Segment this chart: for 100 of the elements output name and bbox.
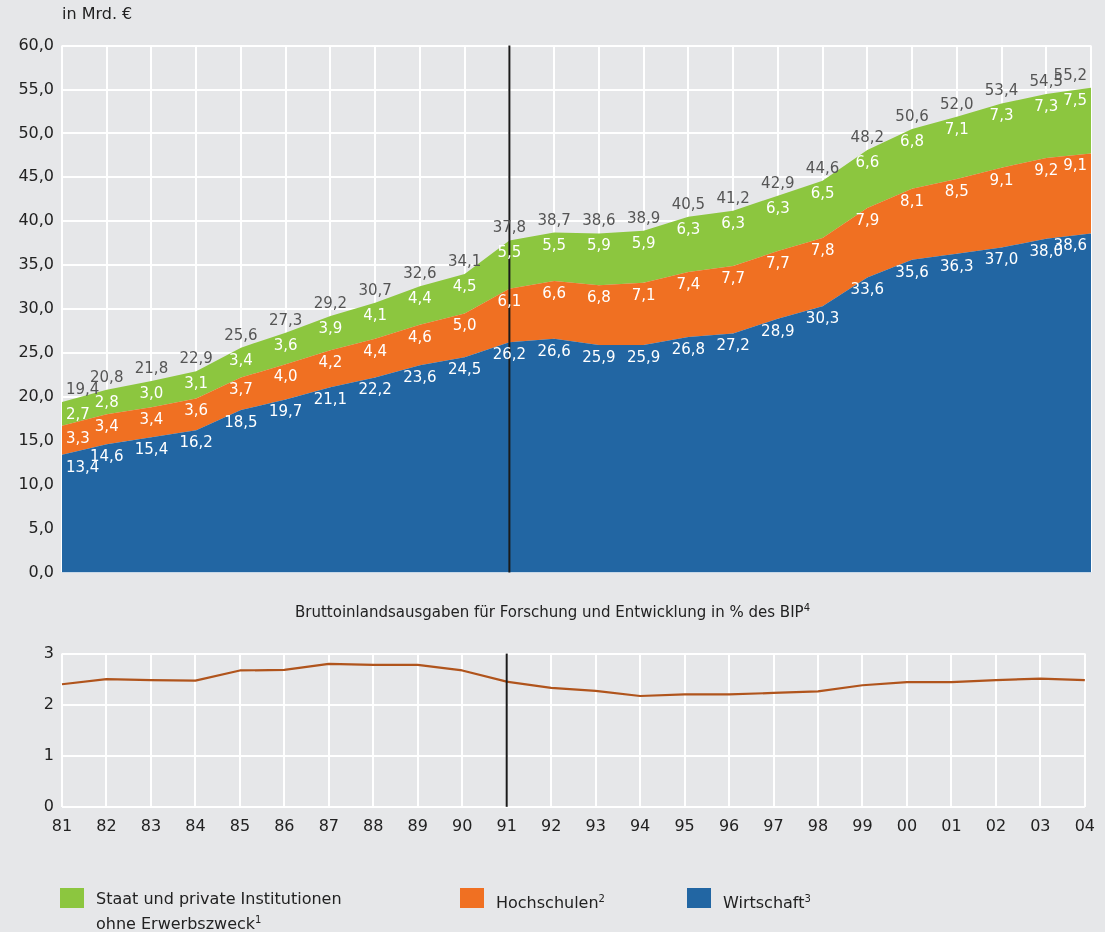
data-label: 22,2 [358, 380, 392, 399]
x-tick-label: 81 [51, 815, 73, 835]
data-label: 6,8 [900, 131, 924, 150]
data-label: 3,6 [184, 401, 209, 420]
total-label: 27,3 [268, 310, 303, 329]
data-label: 33,6 [850, 280, 885, 299]
total-label: 44,6 [805, 158, 840, 177]
data-label: 6,6 [855, 152, 880, 171]
total-label: 48,2 [850, 127, 885, 146]
x-tick-label: 93 [585, 815, 606, 835]
chart-title: Bruttoinlandsausgaben für Forschung und Entwicklung in % des BIP$^{4}$ [294, 602, 811, 621]
data-label: 30,3 [805, 309, 840, 328]
y-tick-label: 55,0 [18, 78, 54, 98]
legend-label: Wirtschaft$^{3}$ [723, 892, 811, 914]
x-tick-label: 03 [1030, 815, 1051, 835]
x-tick-label: 84 [185, 815, 206, 835]
data-label: 5,0 [452, 316, 477, 335]
data-label: 2,7 [66, 404, 90, 423]
data-label: 7,1 [944, 119, 969, 138]
data-label: 3,4 [94, 417, 119, 436]
data-label: 23,6 [403, 368, 437, 387]
data-label: 7,4 [676, 275, 701, 294]
data-label: 4,2 [318, 353, 343, 372]
total-label: 40,5 [671, 194, 706, 213]
data-label: 25,9 [626, 347, 661, 366]
legend-label: Staat und private Institutionen ohne Erwerbszweck$^{1}$ [96, 888, 343, 932]
y-tick-label: 2 [43, 693, 54, 713]
y-tick-label: 10,0 [18, 473, 54, 493]
data-label: 28,9 [761, 321, 795, 340]
x-tick-label: 87 [318, 815, 339, 835]
x-tick-label: 01 [941, 815, 962, 835]
data-label: 37,0 [984, 250, 1019, 269]
x-tick-label: 92 [541, 815, 562, 835]
x-tick-label: 98 [807, 815, 829, 835]
x-tick-label: 04 [1074, 815, 1095, 835]
y-tick-label: 60,0 [18, 34, 54, 54]
data-label: 3,6 [273, 335, 298, 354]
data-label: 4,4 [407, 289, 432, 308]
y-tick-label: 1 [43, 744, 54, 764]
data-label: 4,4 [363, 341, 388, 360]
data-label: 6,3 [676, 219, 701, 238]
data-label: 7,8 [810, 240, 835, 259]
data-label: 16,2 [179, 433, 213, 452]
x-tick-label: 97 [763, 815, 784, 835]
data-label: 6,6 [542, 283, 567, 302]
data-label: 4,0 [273, 367, 298, 386]
data-label: 7,7 [721, 268, 746, 287]
total-label: 38,6 [582, 211, 616, 230]
data-label: 7,3 [989, 106, 1014, 125]
y-tick-label: 35,0 [18, 254, 54, 274]
y-tick-label: 3 [43, 642, 54, 662]
total-label: 34,1 [447, 251, 482, 270]
x-tick-label: 85 [229, 815, 251, 835]
data-label: 26,8 [671, 339, 706, 358]
data-label: 4,5 [452, 276, 477, 295]
total-label: 32,6 [403, 264, 437, 283]
data-label: 4,1 [363, 305, 388, 324]
x-tick-label: 89 [407, 815, 428, 835]
data-label: 3,3 [66, 428, 90, 447]
y-tick-label: 40,0 [18, 210, 54, 230]
data-label: 4,6 [407, 327, 432, 346]
x-tick-label: 82 [96, 815, 117, 835]
x-tick-label: 94 [629, 815, 651, 835]
y-tick-label: 25,0 [18, 342, 54, 362]
total-label: 38,7 [537, 210, 571, 229]
x-tick-label: 86 [274, 815, 295, 835]
x-tick-label: 90 [452, 815, 473, 835]
y-tick-label: 5,0 [28, 517, 54, 537]
data-label: 35,6 [895, 262, 929, 281]
data-label: 9,1 [1063, 156, 1087, 175]
data-label: 15,4 [134, 440, 169, 459]
data-label: 9,1 [989, 170, 1014, 189]
data-label: 26,6 [537, 341, 571, 360]
data-label: 3,0 [139, 383, 164, 402]
data-label: 9,2 [1034, 160, 1059, 179]
legend-label: Hochschulen$^{2}$ [496, 892, 605, 914]
data-label: 25,9 [582, 347, 616, 366]
y-tick-label: 0,0 [28, 561, 54, 581]
total-label: 38,9 [626, 208, 661, 227]
data-label: 21,1 [313, 390, 348, 409]
y-tick-label: 20,0 [18, 385, 54, 405]
data-label: 18,5 [224, 412, 258, 431]
total-label: 41,2 [716, 188, 750, 207]
data-label: 3,9 [318, 318, 343, 337]
data-label: 7,1 [631, 285, 656, 304]
total-label: 50,6 [895, 106, 929, 125]
data-label: 8,5 [944, 181, 969, 200]
data-label: 24,5 [447, 360, 482, 379]
y-tick-label: 45,0 [18, 166, 54, 186]
data-label: 7,3 [1034, 96, 1059, 115]
x-tick-label: 95 [674, 815, 695, 835]
total-label: 21,8 [134, 358, 169, 377]
x-tick-label: 83 [140, 815, 162, 835]
data-label: 7,7 [765, 253, 790, 272]
total-label: 25,6 [224, 325, 258, 344]
data-label: 8,1 [900, 191, 924, 210]
data-label: 3,7 [229, 380, 253, 399]
total-label: 42,9 [761, 173, 795, 192]
data-label: 3,4 [229, 350, 253, 369]
data-label: 6,5 [810, 183, 835, 202]
